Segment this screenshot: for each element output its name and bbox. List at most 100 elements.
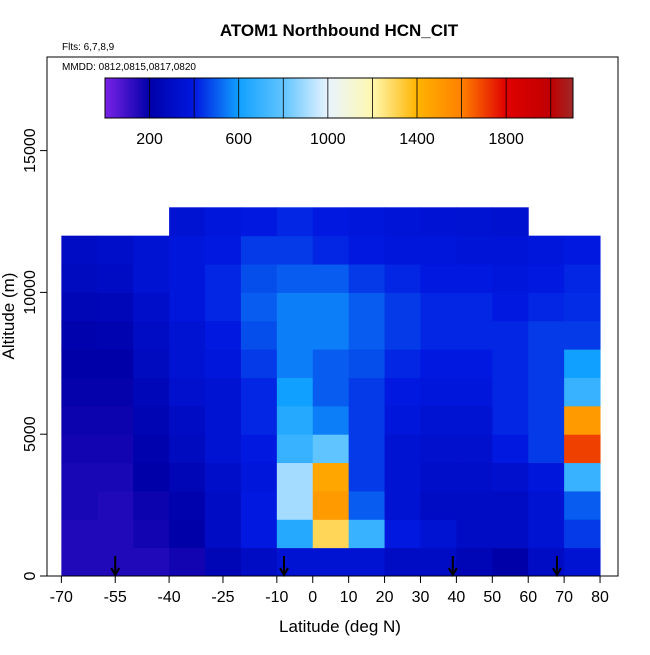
heat-cell — [384, 490, 421, 520]
heat-cell — [169, 377, 206, 407]
annotation: MMDD: 0812,0815,0817,0820 — [62, 62, 196, 73]
heat-cell — [420, 405, 457, 435]
heat-cell — [456, 490, 493, 520]
heat-cell — [456, 207, 493, 237]
heat-cell — [276, 320, 314, 350]
heat-cell — [312, 405, 350, 435]
heat-cell — [420, 207, 457, 237]
heat-cell — [564, 235, 601, 265]
heat-cell — [169, 207, 206, 237]
heat-cell — [276, 264, 314, 293]
heat-cell — [61, 377, 98, 407]
x-tick-label: -10 — [265, 589, 288, 606]
heat-cell — [456, 519, 493, 549]
heat-cell — [133, 462, 170, 492]
arrow — [552, 556, 562, 578]
heat-cell — [240, 547, 278, 577]
x-tick-label: 0 — [308, 589, 317, 606]
heat-cell — [492, 462, 529, 492]
heat-cell — [456, 349, 493, 378]
heat-cell — [384, 434, 421, 464]
heat-cell — [564, 462, 601, 492]
heat-cell — [456, 292, 493, 322]
heat-cell — [384, 405, 421, 435]
heat-cell — [492, 320, 529, 350]
heat-cell — [169, 462, 206, 492]
heat-cell — [240, 235, 278, 265]
colorbar-tick-label: 1400 — [399, 131, 435, 148]
heat-cell — [528, 462, 565, 492]
heat-cell — [276, 434, 314, 464]
x-tick-label: 10 — [340, 589, 358, 606]
heat-cell — [97, 405, 134, 435]
heat-cell — [492, 377, 529, 407]
heat-cell — [97, 434, 134, 464]
x-tick-label: 30 — [412, 589, 430, 606]
heat-cell — [312, 434, 350, 464]
heat-cell — [312, 547, 350, 577]
heat-cell — [133, 519, 170, 549]
heat-cell — [420, 434, 457, 464]
heat-cell — [61, 547, 98, 577]
heat-cell — [420, 462, 457, 492]
heat-cell — [133, 490, 170, 520]
heat-cell — [276, 349, 314, 378]
heat-cell — [420, 264, 457, 293]
heat-cell — [240, 320, 278, 350]
heat-cell — [456, 405, 493, 435]
heat-cell — [312, 264, 350, 293]
plot-frame — [46, 56, 619, 577]
heat-cell — [205, 434, 242, 464]
heat-cell — [61, 349, 98, 378]
heat-cell — [240, 349, 278, 378]
heat-cell — [133, 377, 170, 407]
heat-cell — [456, 235, 493, 265]
heat-cell — [564, 519, 601, 549]
heat-cell — [492, 292, 529, 322]
heat-cell — [205, 349, 242, 378]
heat-cell — [348, 207, 386, 237]
heat-cell — [564, 320, 601, 350]
heat-cell — [312, 349, 350, 378]
heat-cell — [384, 519, 421, 549]
heat-cell — [97, 462, 134, 492]
heat-cell — [456, 320, 493, 350]
arrow — [110, 556, 121, 578]
heat-cell — [564, 547, 601, 577]
heat-cell — [384, 377, 421, 407]
heat-cell — [61, 490, 98, 520]
x-tick-label: -40 — [158, 589, 181, 606]
heat-cell — [348, 519, 386, 549]
heat-cell — [348, 235, 386, 265]
heat-cell — [564, 405, 601, 435]
heat-cell — [169, 434, 206, 464]
heat-cell — [240, 377, 278, 407]
heat-cell — [205, 320, 242, 350]
heat-cell — [205, 462, 242, 492]
heat-cell — [276, 207, 314, 237]
heat-cell — [205, 207, 242, 237]
heat-cell — [348, 349, 386, 378]
heat-cell — [169, 519, 206, 549]
heat-cell — [312, 320, 350, 350]
heat-cell — [97, 349, 134, 378]
heat-cell — [276, 519, 314, 549]
heat-cell — [420, 490, 457, 520]
heat-cell — [456, 377, 493, 407]
subtitle: Flts: 6,7,8,9 — [62, 42, 115, 53]
heat-cell — [205, 405, 242, 435]
arrow — [279, 556, 289, 578]
colorbar-tick-label: 600 — [225, 131, 252, 148]
heat-cell — [133, 292, 170, 322]
heat-cell — [240, 207, 278, 237]
heat-cell — [384, 235, 421, 265]
heat-cell — [384, 349, 421, 378]
heat-cell — [61, 264, 98, 293]
heat-cell — [312, 462, 350, 492]
x-tick-label: 60 — [519, 589, 537, 606]
heat-cell — [564, 490, 601, 520]
x-tick-label: -70 — [50, 589, 73, 606]
heat-cell — [97, 490, 134, 520]
heat-cell — [420, 349, 457, 378]
